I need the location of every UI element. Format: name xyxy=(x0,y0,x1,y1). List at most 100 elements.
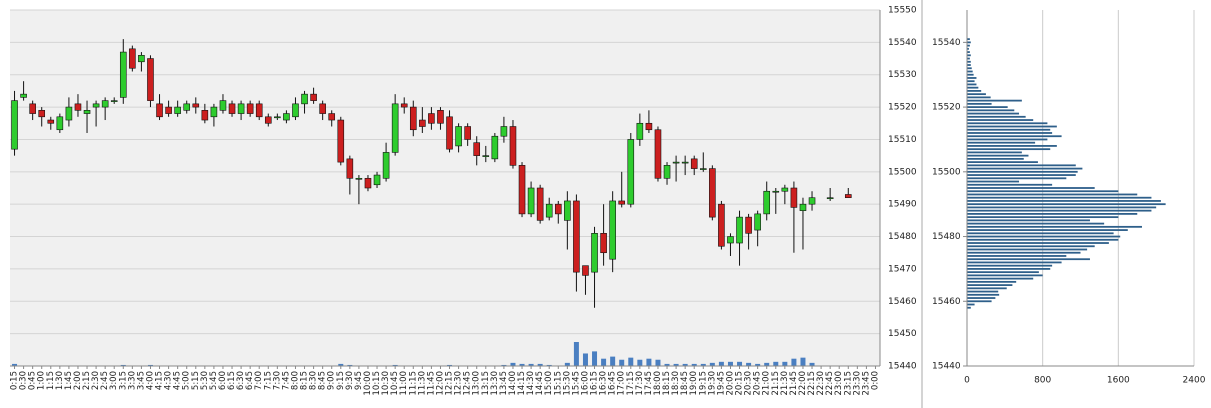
candle-body xyxy=(681,161,689,164)
candle-body xyxy=(419,119,426,127)
profile-bar xyxy=(967,248,1088,251)
profile-bar xyxy=(967,216,1119,219)
x-tick-label: 10:15 xyxy=(372,371,382,396)
profile-bar xyxy=(967,151,1022,154)
profile-bar xyxy=(967,274,1043,277)
profile-bar xyxy=(967,290,999,293)
profile-bar xyxy=(967,96,991,99)
profile-bar xyxy=(967,167,1083,170)
profile-bar xyxy=(967,154,1029,157)
candle-body xyxy=(573,200,580,273)
x-tick-label: 12:45 xyxy=(463,371,473,396)
candle-body xyxy=(799,203,807,211)
profile-bar xyxy=(967,77,977,79)
x-tick-label: 0:15 xyxy=(10,371,20,390)
profile-bar xyxy=(967,293,1000,296)
y-tick-label: 15440 xyxy=(888,362,917,372)
candle-body xyxy=(545,203,553,218)
x-tick-label: 17:45 xyxy=(644,371,654,396)
y-tick-label: 15550 xyxy=(888,6,917,16)
x-tick-label: 4:30 xyxy=(164,371,174,390)
x-tick-label: 16:15 xyxy=(590,371,600,396)
volume-bar xyxy=(528,363,534,366)
candle-body xyxy=(382,152,390,179)
candle-body xyxy=(482,155,490,157)
candle-body xyxy=(409,106,417,131)
volume-bar xyxy=(510,362,516,366)
candle-body xyxy=(129,48,136,69)
y-tick-label: 15460 xyxy=(932,297,961,307)
x-tick-label: 23:45 xyxy=(861,371,871,396)
profile-bar xyxy=(967,297,996,299)
x-tick-label: 6:30 xyxy=(236,371,246,390)
candle-body xyxy=(74,103,82,111)
y-tick-label: 15510 xyxy=(888,135,917,145)
x-tick-label: 14:00 xyxy=(508,371,518,396)
x-tick-label: 16:30 xyxy=(599,371,609,396)
profile-bar xyxy=(967,268,1051,270)
candle-body xyxy=(709,168,716,218)
x-tick-label: 16:00 xyxy=(580,371,590,396)
profile-bar xyxy=(967,261,1062,264)
x-tick-label: 17:30 xyxy=(635,371,645,396)
x-tick-label: 7:45 xyxy=(281,371,291,390)
candle-body xyxy=(20,93,27,98)
x-tick-label: 13:00 xyxy=(472,371,482,396)
x-tick-label: 9:45 xyxy=(354,371,364,390)
volume-bar xyxy=(655,359,661,366)
profile-bar xyxy=(967,203,1166,206)
x-tick-label: 3:15 xyxy=(118,371,128,390)
y-tick-label: 15540 xyxy=(888,38,917,48)
candle-body xyxy=(600,233,607,254)
x-tick-label: 23:30 xyxy=(852,371,862,396)
profile-bar xyxy=(967,125,1057,128)
profile-bar xyxy=(967,235,1121,238)
candle-body xyxy=(509,126,517,166)
profile-bar xyxy=(967,38,970,41)
volume-bar xyxy=(673,363,679,366)
profile-bar xyxy=(967,255,1067,257)
profile-bar xyxy=(967,170,1078,173)
profile-bar xyxy=(967,115,1026,118)
x-tick-label: 15:15 xyxy=(553,371,563,396)
volume-bar xyxy=(782,361,788,366)
volume-bar xyxy=(709,362,715,366)
candle-body xyxy=(500,126,508,137)
x-tick-label: 20:15 xyxy=(735,371,745,396)
candle-body xyxy=(246,103,254,114)
x-tick-label: 11:45 xyxy=(426,371,436,396)
x-tick-label: 2:15 xyxy=(82,371,92,390)
volume-bar xyxy=(519,363,525,366)
x-tick-label: 10:30 xyxy=(381,371,391,396)
candle-body xyxy=(210,106,218,118)
y-tick-label: 15500 xyxy=(932,167,961,177)
profile-bar xyxy=(967,264,1053,267)
candle-body xyxy=(536,187,544,221)
volume-bar xyxy=(646,358,652,366)
candle-body xyxy=(156,103,163,118)
x-tick-label: 2:00 xyxy=(73,371,83,390)
profile-bar xyxy=(967,222,1105,225)
candle-body xyxy=(364,177,372,189)
profile-bar xyxy=(967,206,1157,209)
profile-bar xyxy=(967,67,972,70)
candle-body xyxy=(699,168,707,170)
candle-body xyxy=(283,113,290,121)
candle-body xyxy=(219,100,227,111)
y-tick-label: 15470 xyxy=(888,264,917,274)
profile-bar xyxy=(967,225,1142,228)
profile-bar xyxy=(967,57,970,60)
profile-bar xyxy=(967,245,1095,248)
x-tick-label: 12:00 xyxy=(435,371,445,396)
profile-bar xyxy=(967,86,979,89)
candle-body xyxy=(183,103,191,111)
profile-bar xyxy=(967,138,1048,141)
x-tick-label: 9:00 xyxy=(327,371,337,390)
x-tick-label: 7:15 xyxy=(263,371,273,390)
x-tick-label: 0:30 xyxy=(19,371,29,390)
candle-body xyxy=(373,174,381,186)
candle-body xyxy=(65,106,73,121)
candle-body xyxy=(56,116,64,131)
x-tick-label: 15:30 xyxy=(562,371,572,396)
x-tick-label: 11:00 xyxy=(399,371,409,396)
